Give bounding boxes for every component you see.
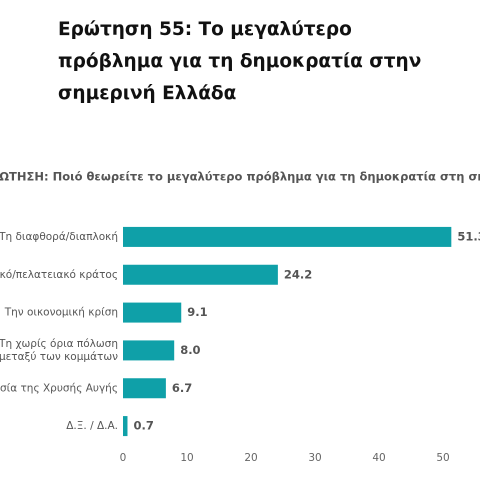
value-label: 24.2	[284, 267, 312, 281]
chart-title: πρόβλημα για τη δημοκρατία στην	[58, 51, 421, 72]
chart-subtitle: ΕΡΩΤΗΣΗ: Ποιό θεωρείτε το μεγαλύτερο πρό…	[0, 170, 480, 184]
x-tick-label: 0	[120, 452, 127, 464]
bar	[123, 302, 182, 323]
value-label: 6.7	[172, 381, 192, 395]
x-tick-label: 20	[244, 452, 257, 464]
value-label: 51.3	[457, 229, 480, 243]
bar	[123, 264, 278, 285]
x-tick-label: 30	[308, 452, 321, 464]
y-tick-label: Δ.Ξ. / Δ.Α.	[66, 420, 118, 432]
y-tick-label: Την οικονομική κρίση	[4, 307, 118, 319]
chart-title: σημερινή Ελλάδα	[58, 83, 236, 104]
bar	[123, 416, 128, 437]
y-tick-label: Την παρουσία της Χρυσής Αυγής	[0, 382, 118, 394]
bar	[123, 340, 175, 361]
chart-title: Ερώτηση 55: Το μεγαλύτερο	[58, 19, 352, 40]
y-tick-label: Τη διαφθορά/διαπλοκή	[0, 231, 118, 243]
x-tick-label: 50	[436, 452, 449, 464]
value-label: 0.7	[133, 419, 153, 433]
value-label: 8.0	[180, 343, 200, 357]
value-label: 9.1	[187, 305, 207, 319]
x-tick-label: 40	[372, 452, 385, 464]
x-tick-label: 10	[180, 452, 193, 464]
y-tick-label: Το κομματικό/πελατειακό κράτος	[0, 269, 118, 281]
bar	[123, 226, 452, 247]
y-tick-label: Τη χωρίς όρια πόλωση μεταξύ των κομμάτων	[0, 338, 118, 363]
bar	[123, 378, 166, 399]
